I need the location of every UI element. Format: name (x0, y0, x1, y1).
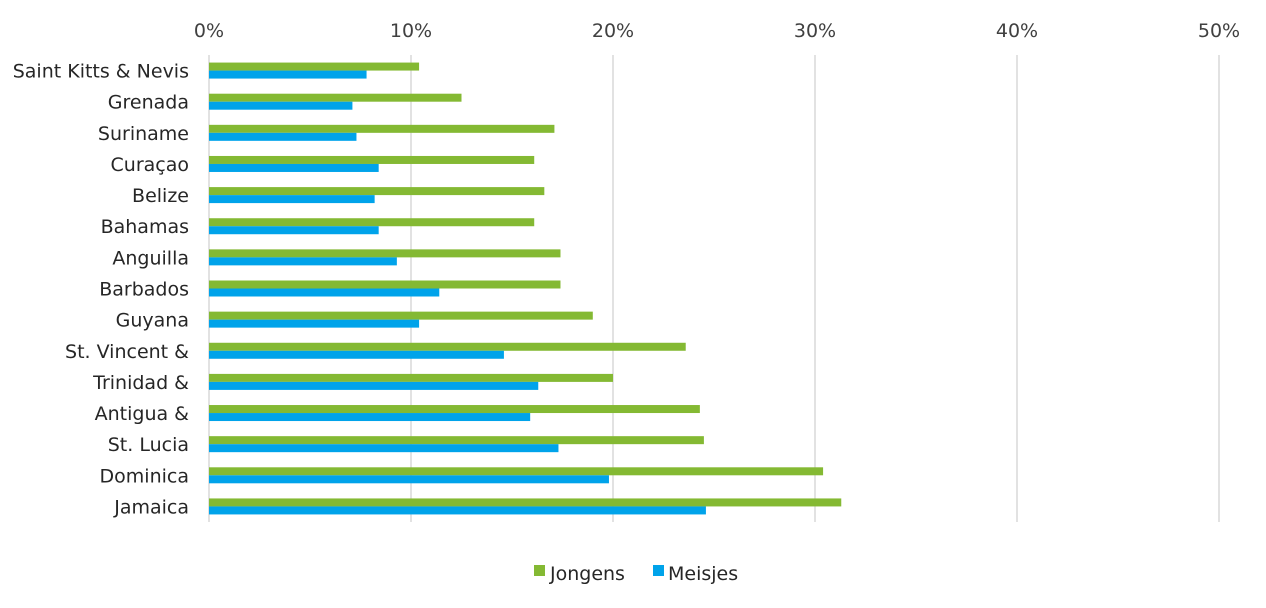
bar-jongens (209, 62, 420, 71)
category-label: Guyana (116, 310, 189, 332)
legend-swatch-meisjes (653, 565, 664, 576)
bar-meisjes (209, 195, 375, 204)
bar-jongens (209, 373, 613, 382)
bar-meisjes (209, 288, 440, 297)
bar-meisjes (209, 163, 379, 172)
category-label: Suriname (98, 123, 189, 145)
category-label: Anguilla (112, 247, 189, 269)
bar-jongens (209, 218, 535, 227)
bar-meisjes (209, 381, 539, 390)
category-labels: Saint Kitts & Nevis Grenada Suriname Curaça… (13, 61, 189, 519)
x-axis-ticks: 0% 10% 20% 30% 40% 50% (194, 20, 1240, 42)
bar-jongens (209, 342, 686, 351)
bar-jongens (209, 498, 842, 507)
bar-meisjes (209, 257, 397, 266)
category-label: Bahamas (101, 216, 189, 238)
bar-meisjes (209, 413, 531, 422)
legend: Jongens Meisjes (534, 563, 738, 585)
category-label: Antigua & (95, 403, 190, 425)
bar-meisjes (209, 506, 706, 515)
category-label: St. Vincent & (65, 341, 189, 363)
bar-meisjes (209, 70, 367, 79)
bar-meisjes (209, 132, 357, 141)
bar-jongens (209, 249, 561, 258)
bar-meisjes (209, 475, 609, 484)
category-label: Jamaica (113, 496, 189, 518)
x-tick-label: 10% (390, 20, 432, 42)
category-label: Grenada (108, 92, 189, 114)
bar-jongens (209, 187, 545, 196)
category-label: Saint Kitts & Nevis (13, 61, 189, 83)
bar-jongens (209, 124, 555, 133)
bar-jongens (209, 405, 700, 414)
bar-jongens (209, 436, 704, 445)
bar-jongens (209, 280, 561, 289)
category-label: Trinidad & (92, 372, 189, 394)
bar-jongens (209, 467, 824, 476)
category-label: Belize (132, 185, 189, 207)
x-tick-label: 50% (1198, 20, 1240, 42)
x-tick-label: 0% (194, 20, 224, 42)
legend-swatch-jongens (534, 565, 545, 576)
bar-jongens (209, 155, 535, 164)
bar-meisjes (209, 101, 353, 110)
category-label: Curaçao (111, 154, 189, 176)
legend-label-jongens: Jongens (549, 563, 625, 585)
bar-meisjes (209, 444, 559, 453)
bar-meisjes (209, 350, 504, 359)
category-label: Dominica (100, 465, 189, 487)
bar-jongens (209, 93, 462, 102)
x-tick-label: 30% (794, 20, 836, 42)
legend-label-meisjes: Meisjes (668, 563, 738, 585)
x-tick-label: 40% (996, 20, 1038, 42)
bars (209, 62, 842, 515)
bar-meisjes (209, 226, 379, 235)
x-tick-label: 20% (592, 20, 634, 42)
bar-meisjes (209, 319, 420, 328)
category-label: Barbados (99, 279, 189, 301)
bar-jongens (209, 311, 593, 320)
category-label: St. Lucia (108, 434, 189, 456)
